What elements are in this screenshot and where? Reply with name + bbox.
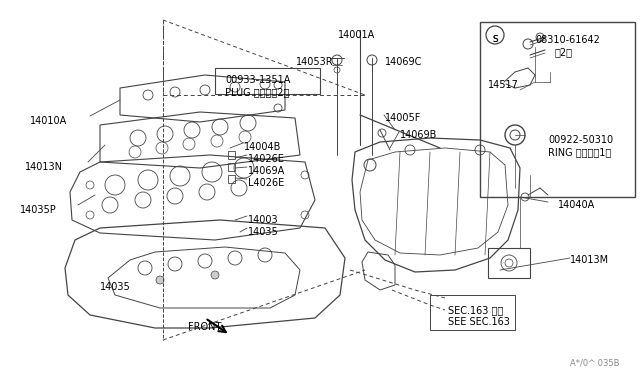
- Bar: [488, 248, 530, 278]
- Text: 14040A: 14040A: [558, 200, 595, 210]
- Text: （2）: （2）: [555, 47, 573, 57]
- Text: 14013N: 14013N: [25, 162, 63, 172]
- Text: S: S: [492, 35, 498, 45]
- Text: 14003: 14003: [248, 215, 278, 225]
- Text: 14069A: 14069A: [248, 166, 285, 176]
- Bar: [480, 22, 635, 197]
- Bar: [228, 175, 235, 183]
- Bar: [228, 151, 235, 159]
- Text: 14001A: 14001A: [338, 30, 375, 40]
- Text: A*/0^ 035B: A*/0^ 035B: [570, 359, 620, 368]
- Text: 14069C: 14069C: [385, 57, 422, 67]
- Text: 14069B: 14069B: [400, 130, 437, 140]
- Text: 14026E: 14026E: [248, 154, 285, 164]
- Text: 14013M: 14013M: [570, 255, 609, 265]
- Bar: [228, 163, 235, 171]
- Text: 08310-61642: 08310-61642: [535, 35, 600, 45]
- Text: 14004B: 14004B: [244, 142, 282, 152]
- Bar: [215, 68, 320, 94]
- Text: S: S: [492, 35, 498, 45]
- Bar: [430, 295, 515, 330]
- Text: RING リング（1）: RING リング（1）: [548, 147, 611, 157]
- Text: 00922-50310: 00922-50310: [548, 135, 613, 145]
- Text: SEE SEC.163: SEE SEC.163: [448, 317, 510, 327]
- Text: 14010A: 14010A: [30, 116, 67, 126]
- Text: 14035: 14035: [248, 227, 279, 237]
- Text: 14035P: 14035P: [20, 205, 57, 215]
- Text: 14517: 14517: [488, 80, 519, 90]
- Text: PLUG プラグ（2）: PLUG プラグ（2）: [225, 87, 289, 97]
- Circle shape: [156, 276, 164, 284]
- Text: 00933-1351A: 00933-1351A: [225, 75, 291, 85]
- Circle shape: [211, 271, 219, 279]
- Text: 14053R: 14053R: [296, 57, 333, 67]
- Text: SEC.163 参照: SEC.163 参照: [448, 305, 503, 315]
- Text: L4026E: L4026E: [248, 178, 284, 188]
- Text: 14035: 14035: [100, 282, 131, 292]
- Text: 14005F: 14005F: [385, 113, 421, 123]
- Text: FRONT: FRONT: [188, 322, 221, 332]
